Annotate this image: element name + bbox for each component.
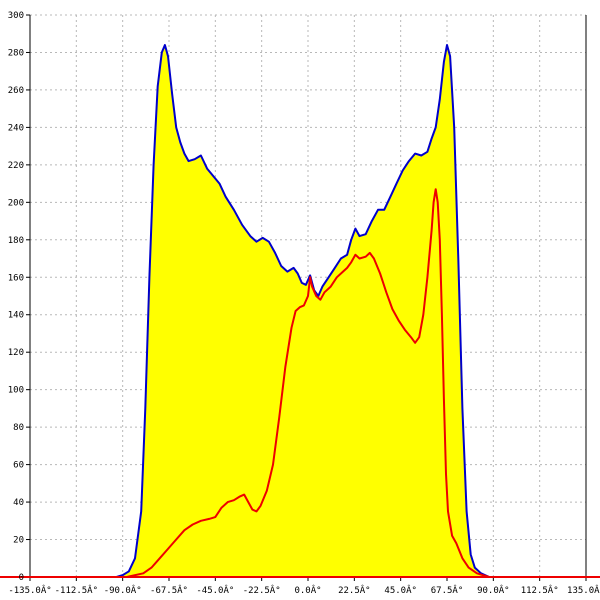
y-tick-label: 120: [8, 348, 24, 358]
y-axis-tick-labels: 0 20 40 60 80 100 120 140 160 180 200 220 240 260 280 3…: [8, 11, 24, 583]
y-tick-label: 20: [13, 536, 24, 546]
x-tick-label: 67.5Â°: [431, 584, 464, 596]
y-tick-label: 0: [19, 573, 24, 583]
y-tick-label: 80: [13, 423, 24, 433]
y-tick-label: 60: [13, 461, 24, 471]
x-axis-tick-labels: -135.0Â° -112.5Â° -90.0Â° -67.5Â° -45.0Â° -22…: [8, 584, 600, 596]
x-tick-label: -45.0Â°: [196, 584, 234, 596]
y-tick-label: 40: [13, 498, 24, 508]
series-2-line: [126, 188, 490, 578]
x-tick-label: -67.5Â°: [150, 584, 188, 596]
series-layer: [116, 44, 490, 578]
x-tick-label: -135.0Â°: [8, 584, 51, 596]
y-tick-label: 260: [8, 86, 24, 96]
series-1-line: [116, 44, 490, 578]
y-tick-label: 100: [8, 386, 24, 396]
axes: [0, 14, 600, 581]
x-tick-label: 45.0Â°: [384, 584, 417, 596]
x-tick-label: -112.5Â°: [55, 584, 98, 596]
x-tick-label: 135.0Â°: [567, 584, 600, 596]
x-tick-label: -22.5Â°: [243, 584, 281, 596]
x-tick-label: 0.0Â°: [294, 584, 321, 596]
y-tick-label: 140: [8, 311, 24, 321]
x-tick-label: 90.0Â°: [477, 584, 510, 596]
y-tick-label: 200: [8, 198, 24, 208]
x-tick-label: 112.5Â°: [521, 584, 559, 596]
y-tick-label: 180: [8, 236, 24, 246]
y-tick-label: 300: [8, 11, 24, 21]
y-tick-label: 220: [8, 161, 24, 171]
y-tick-label: 240: [8, 123, 24, 133]
y-tick-label: 280: [8, 48, 24, 58]
x-tick-label: 22.5Â°: [338, 584, 371, 596]
series-1-area: [116, 45, 490, 577]
y-tick-label: 160: [8, 273, 24, 283]
x-tick-label: -90.0Â°: [104, 584, 142, 596]
